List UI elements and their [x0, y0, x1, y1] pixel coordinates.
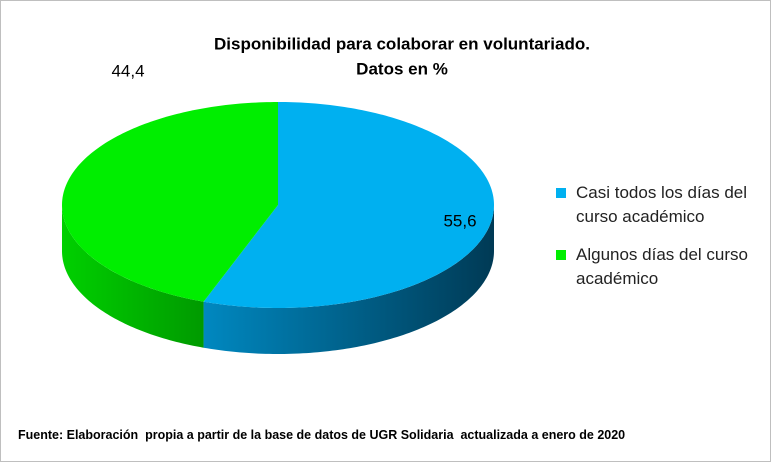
- source-note: Fuente: Elaboración propia a partir de l…: [18, 428, 626, 442]
- chart-title: Disponibilidad para colaborar en volunta…: [214, 34, 590, 53]
- legend-swatch: [556, 250, 566, 260]
- pie-slice-side: [62, 205, 204, 348]
- pie-slice: [62, 102, 278, 302]
- pie-tops: [62, 102, 494, 308]
- legend-item: Casi todos los días del curso académico: [556, 181, 766, 229]
- legend-swatch: [556, 188, 566, 198]
- legend-item: Algunos días del curso académico: [556, 243, 766, 291]
- pie-slice: [203, 102, 494, 308]
- legend-label: Casi todos los días del curso académico: [576, 183, 748, 226]
- legend-label: Algunos días del curso académico: [576, 245, 748, 288]
- pie-sides: [62, 205, 494, 354]
- data-label: 44,4: [111, 61, 144, 80]
- chart-subtitle: Datos en %: [356, 59, 448, 78]
- data-label: 55,6: [443, 211, 476, 230]
- pie-slice-side: [203, 205, 494, 354]
